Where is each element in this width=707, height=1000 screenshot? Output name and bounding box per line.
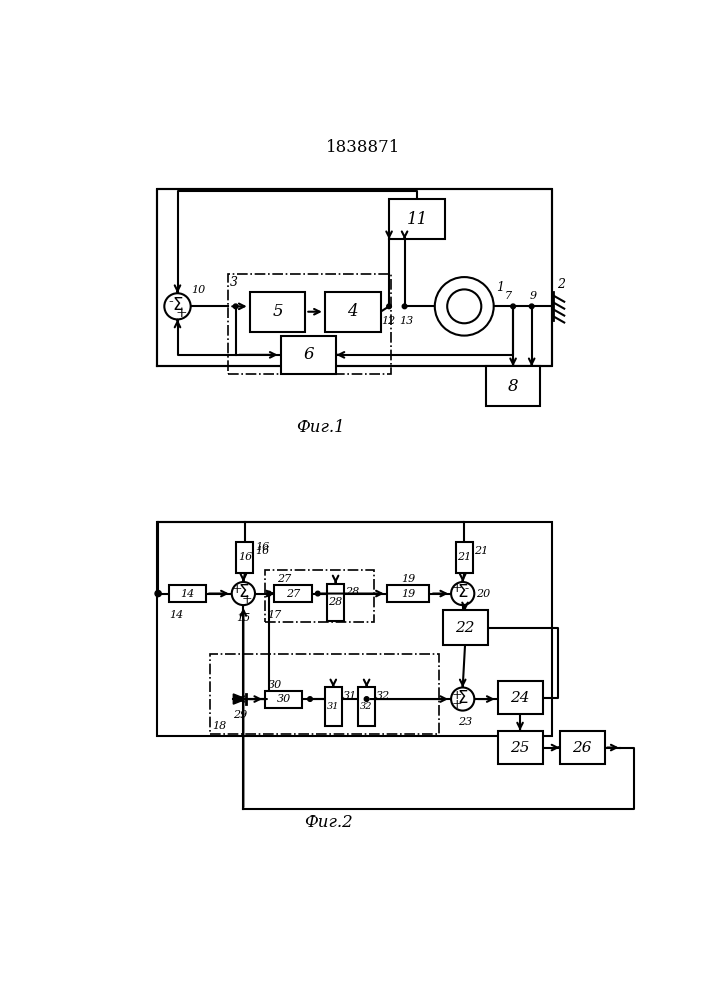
Text: 2: 2 [557, 278, 566, 291]
Text: 25: 25 [510, 741, 530, 755]
Bar [274, 585, 312, 602]
Bar [358, 687, 375, 726]
Text: 23: 23 [458, 717, 472, 727]
Text: 1: 1 [496, 281, 504, 294]
Circle shape [155, 590, 161, 597]
Circle shape [530, 304, 534, 309]
Text: 14: 14 [169, 610, 183, 620]
Bar [156, 189, 552, 366]
Text: $\Sigma$: $\Sigma$ [457, 584, 469, 601]
Circle shape [387, 304, 392, 309]
Text: 32: 32 [376, 691, 390, 701]
Text: +: + [451, 689, 462, 702]
Text: 21: 21 [474, 546, 489, 556]
Text: 16: 16 [255, 542, 269, 552]
Text: 31: 31 [343, 691, 357, 701]
Circle shape [164, 293, 191, 319]
Circle shape [435, 277, 493, 336]
Bar [456, 542, 473, 573]
Text: 3: 3 [230, 276, 238, 289]
Text: 19: 19 [401, 589, 415, 599]
Circle shape [315, 591, 320, 596]
Bar [443, 610, 488, 645]
Text: 1838871: 1838871 [325, 139, 400, 156]
Text: 14: 14 [180, 589, 194, 599]
Text: +: + [451, 698, 462, 711]
Bar [327, 584, 344, 620]
Text: $\Sigma$: $\Sigma$ [457, 690, 469, 707]
Bar [486, 366, 540, 406]
Polygon shape [233, 694, 246, 704]
Text: 13: 13 [399, 316, 414, 326]
Text: 15: 15 [236, 613, 250, 623]
Bar [210, 654, 438, 734]
Text: 30: 30 [267, 680, 281, 690]
Text: 31: 31 [327, 702, 339, 711]
Text: 19: 19 [401, 574, 415, 584]
Text: +: + [175, 306, 187, 320]
Text: +: + [451, 582, 462, 595]
Text: 4: 4 [347, 303, 358, 320]
Circle shape [308, 697, 312, 701]
Text: 29: 29 [233, 710, 247, 720]
Text: 12: 12 [381, 316, 395, 326]
Bar [559, 731, 604, 764]
Text: 8: 8 [508, 378, 518, 395]
Text: -: - [168, 295, 173, 309]
Text: 10: 10 [192, 285, 206, 295]
Text: 7: 7 [505, 291, 512, 301]
Circle shape [510, 304, 515, 309]
Bar [498, 731, 542, 764]
Bar [236, 542, 253, 573]
Bar [498, 681, 542, 714]
Bar [250, 292, 305, 332]
Circle shape [267, 591, 271, 596]
Bar [325, 292, 380, 332]
Text: 24: 24 [510, 690, 530, 704]
Bar [387, 585, 429, 602]
Text: Фиг.2: Фиг.2 [304, 814, 353, 831]
Text: $\Sigma$: $\Sigma$ [172, 297, 183, 314]
Text: 9: 9 [530, 291, 537, 301]
Text: $\Sigma$: $\Sigma$ [238, 584, 249, 601]
Bar [389, 199, 445, 239]
Circle shape [451, 582, 474, 605]
Circle shape [233, 304, 238, 309]
Text: 21: 21 [457, 552, 472, 562]
Bar [265, 691, 303, 708]
Text: 6: 6 [303, 346, 314, 363]
Text: 5: 5 [272, 303, 283, 320]
Text: 32: 32 [361, 702, 373, 711]
Circle shape [232, 582, 255, 605]
Text: Фиг.1: Фиг.1 [296, 420, 345, 436]
Circle shape [448, 289, 481, 323]
Text: 27: 27 [286, 589, 300, 599]
Text: +: + [242, 593, 252, 606]
Text: 11: 11 [407, 211, 428, 228]
Text: 20: 20 [476, 589, 490, 599]
Text: 30: 30 [276, 694, 291, 704]
Circle shape [451, 687, 474, 711]
Text: 16: 16 [255, 546, 269, 556]
Text: 28: 28 [345, 587, 359, 597]
Circle shape [402, 304, 407, 309]
Bar [325, 687, 341, 726]
Text: 27: 27 [276, 574, 291, 584]
Text: 26: 26 [572, 741, 592, 755]
Text: 17: 17 [267, 610, 281, 620]
Text: 18: 18 [212, 721, 227, 731]
Bar [228, 274, 391, 374]
Text: -: - [464, 582, 469, 595]
Bar [265, 570, 373, 622]
Bar [169, 585, 206, 602]
Text: +: + [232, 583, 243, 596]
Text: 22: 22 [455, 621, 475, 635]
Circle shape [364, 697, 369, 701]
Text: 16: 16 [238, 552, 252, 562]
Text: 28: 28 [329, 597, 343, 607]
Bar [281, 336, 337, 374]
Bar [156, 522, 552, 736]
